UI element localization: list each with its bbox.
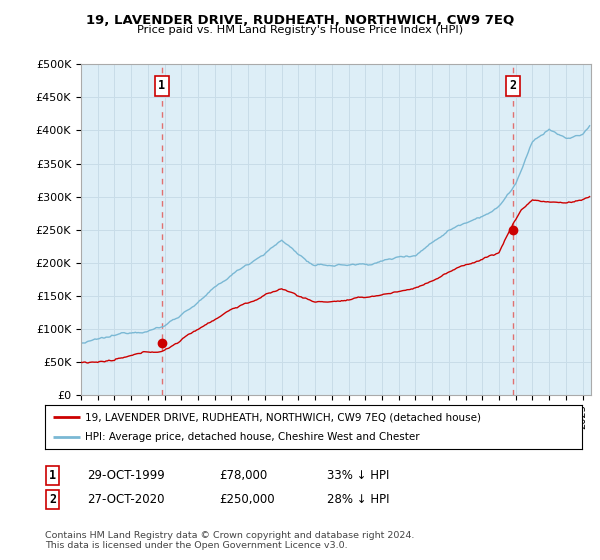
Text: 1: 1 — [158, 80, 166, 92]
Text: 33% ↓ HPI: 33% ↓ HPI — [327, 469, 389, 482]
Text: 19, LAVENDER DRIVE, RUDHEATH, NORTHWICH, CW9 7EQ: 19, LAVENDER DRIVE, RUDHEATH, NORTHWICH,… — [86, 14, 514, 27]
Text: 2: 2 — [49, 493, 56, 506]
Text: 19, LAVENDER DRIVE, RUDHEATH, NORTHWICH, CW9 7EQ (detached house): 19, LAVENDER DRIVE, RUDHEATH, NORTHWICH,… — [85, 412, 481, 422]
Text: 2: 2 — [509, 80, 517, 92]
Text: 29-OCT-1999: 29-OCT-1999 — [87, 469, 165, 482]
Text: 28% ↓ HPI: 28% ↓ HPI — [327, 493, 389, 506]
Text: £78,000: £78,000 — [219, 469, 267, 482]
Text: £250,000: £250,000 — [219, 493, 275, 506]
Text: Price paid vs. HM Land Registry's House Price Index (HPI): Price paid vs. HM Land Registry's House … — [137, 25, 463, 35]
Text: 1: 1 — [49, 469, 56, 482]
Text: 27-OCT-2020: 27-OCT-2020 — [87, 493, 164, 506]
Text: Contains HM Land Registry data © Crown copyright and database right 2024.
This d: Contains HM Land Registry data © Crown c… — [45, 531, 415, 550]
Text: HPI: Average price, detached house, Cheshire West and Chester: HPI: Average price, detached house, Ches… — [85, 432, 420, 442]
